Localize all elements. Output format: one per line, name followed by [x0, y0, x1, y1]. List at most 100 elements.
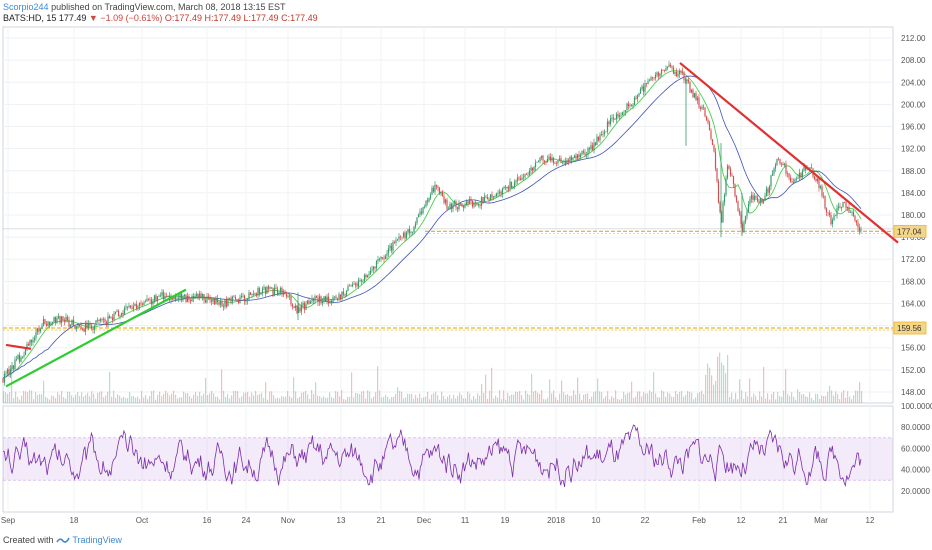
- candle-body: [846, 206, 849, 209]
- candle-body: [407, 228, 409, 233]
- candle-body: [120, 312, 123, 316]
- candle-body: [51, 321, 54, 324]
- candle-body: [482, 197, 484, 202]
- candle-body: [41, 325, 43, 329]
- volume-bar: [595, 391, 597, 403]
- candle-body: [309, 301, 312, 304]
- volume-bar: [483, 393, 485, 403]
- volume-bar: [37, 395, 39, 403]
- volume-bar: [857, 390, 859, 403]
- candle-body: [521, 177, 523, 180]
- candle-body: [684, 79, 687, 81]
- volume-bar: [167, 392, 169, 403]
- candle-body: [756, 197, 759, 202]
- candle-body: [651, 77, 654, 78]
- candle-body: [606, 121, 609, 132]
- candle-body: [353, 284, 355, 286]
- volume-bar: [671, 396, 673, 403]
- candle-body: [68, 319, 70, 327]
- volume-bar: [391, 397, 393, 403]
- volume-bar: [841, 392, 843, 403]
- candle-body: [474, 202, 477, 204]
- candle-body: [509, 181, 511, 189]
- candle-body: [117, 310, 120, 317]
- volume-bar: [53, 396, 55, 403]
- candle-body: [459, 203, 462, 204]
- candle-body: [456, 207, 459, 210]
- candle-body: [263, 287, 265, 289]
- candle-body: [386, 253, 388, 256]
- candle-body: [243, 295, 246, 302]
- candle-body: [719, 202, 721, 212]
- volume-bar: [371, 398, 373, 403]
- volume-bar: [281, 395, 283, 403]
- candle-body: [660, 70, 663, 74]
- volume-bar: [115, 397, 117, 403]
- volume-bar: [621, 398, 623, 403]
- candle-body: [623, 111, 625, 113]
- candle-body: [95, 320, 97, 326]
- volume-bar: [287, 391, 289, 403]
- candle-body: [779, 159, 781, 164]
- volume-bar: [813, 399, 815, 403]
- candle-body: [816, 178, 819, 182]
- candle-body: [578, 154, 580, 158]
- volume-bar: [791, 392, 793, 403]
- volume-bar: [201, 395, 203, 403]
- volume-bar: [825, 396, 827, 403]
- candle-body: [444, 199, 447, 203]
- volume-bar: [401, 391, 403, 403]
- volume-bar: [785, 369, 787, 403]
- volume-bar: [289, 396, 291, 403]
- candle-body: [38, 328, 40, 332]
- candle-body: [473, 202, 475, 207]
- candle-body: [66, 316, 69, 320]
- volume-bar: [455, 398, 457, 403]
- volume-bar: [799, 391, 801, 403]
- candle-body: [345, 291, 348, 296]
- candle-body: [587, 148, 589, 155]
- candle-body: [426, 200, 429, 202]
- candle-body: [711, 139, 714, 146]
- volume-bar: [527, 393, 529, 403]
- candle-body: [65, 316, 67, 322]
- volume-bar: [551, 393, 553, 403]
- author-link[interactable]: Scorpio244: [3, 2, 49, 12]
- candle-body: [56, 318, 58, 324]
- candle-body: [71, 319, 73, 325]
- candle-body: [320, 296, 322, 304]
- tradingview-link[interactable]: TradingView: [72, 535, 122, 545]
- volume-bar: [375, 392, 377, 403]
- time-tick-label: 2018: [547, 516, 565, 525]
- volume-bar: [719, 352, 721, 403]
- candle-body: [704, 107, 706, 117]
- volume-bar: [273, 395, 275, 403]
- candle-body: [732, 175, 735, 185]
- publish-text: published on TradingView.com, March 08, …: [51, 2, 286, 12]
- volume-bar: [27, 392, 29, 403]
- volume-bar: [579, 393, 581, 403]
- time-tick-label: Nov: [281, 516, 295, 525]
- volume-bar: [141, 390, 143, 403]
- candle-body: [629, 105, 631, 107]
- volume-bar: [859, 381, 861, 403]
- candle-body: [417, 214, 420, 218]
- candle-body: [549, 156, 552, 161]
- volume-bar: [657, 397, 659, 403]
- volume-bar: [451, 398, 453, 403]
- volume-bar: [89, 396, 91, 403]
- volume-bar: [573, 390, 575, 403]
- volume-bar: [851, 399, 853, 403]
- volume-bar: [589, 399, 591, 403]
- volume-bar: [355, 392, 357, 403]
- candle-body: [47, 321, 49, 326]
- candle-body: [416, 217, 418, 224]
- volume-bar: [509, 395, 511, 403]
- volume-bar: [149, 396, 151, 403]
- time-tick-label: 12: [866, 516, 875, 525]
- volume-bar: [575, 394, 577, 403]
- volume-bar: [817, 393, 819, 403]
- candle-body: [359, 280, 361, 281]
- candle-body: [450, 203, 453, 210]
